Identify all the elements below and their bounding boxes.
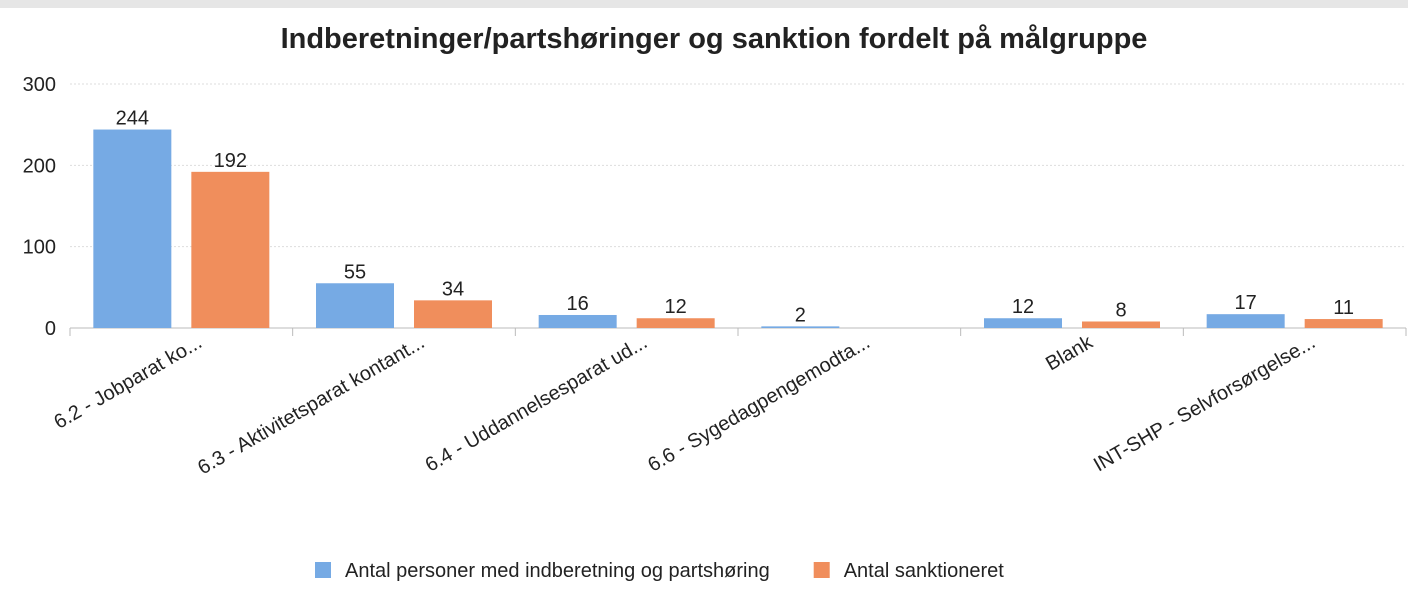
legend-label: Antal sanktioneret xyxy=(844,560,1005,582)
bar xyxy=(1082,321,1160,328)
legend-swatch xyxy=(813,562,830,578)
bar xyxy=(1206,314,1285,328)
data-label: 8 xyxy=(1115,299,1126,321)
x-tick-label: 6.6 - Sygedagpengemodta... xyxy=(644,331,874,476)
y-tick-label: 100 xyxy=(23,237,56,259)
bar xyxy=(761,326,840,328)
data-label: 17 xyxy=(1235,292,1257,314)
bar xyxy=(1304,319,1383,328)
data-label: 12 xyxy=(665,296,687,318)
bar xyxy=(538,314,617,328)
x-tick-label: INT-SHP - Selvforsørgelse... xyxy=(1090,331,1319,476)
top-bar xyxy=(0,0,1408,8)
bar xyxy=(191,171,270,328)
x-tick-label: Blank xyxy=(1042,331,1097,376)
x-tick-label: 6.3 - Aktivitetsparat kontant... xyxy=(194,331,428,479)
data-label: 192 xyxy=(214,150,247,172)
chart-title: Indberetninger/partshøringer og sanktion… xyxy=(281,23,1148,55)
y-tick-label: 300 xyxy=(23,74,56,96)
data-label: 12 xyxy=(1012,296,1034,318)
bar xyxy=(414,300,492,328)
x-tick-label: 6.4 - Uddannelsesparat ud... xyxy=(422,331,652,476)
data-label: 11 xyxy=(1333,297,1354,319)
y-tick-label: 200 xyxy=(23,155,56,177)
data-label: 16 xyxy=(567,293,589,315)
bar xyxy=(316,283,394,328)
data-label: 2 xyxy=(795,304,806,326)
data-label: 55 xyxy=(344,261,366,283)
data-label: 34 xyxy=(442,278,464,300)
bar xyxy=(636,318,715,328)
data-label: 244 xyxy=(116,108,149,130)
legend-label: Antal personer med indberetning og parts… xyxy=(345,560,770,582)
bar xyxy=(93,129,172,328)
y-tick-label: 0 xyxy=(45,318,56,340)
legend-swatch xyxy=(315,562,331,578)
bar xyxy=(984,318,1062,328)
x-tick-label: 6.2 - Jobparat ko... xyxy=(50,331,205,433)
